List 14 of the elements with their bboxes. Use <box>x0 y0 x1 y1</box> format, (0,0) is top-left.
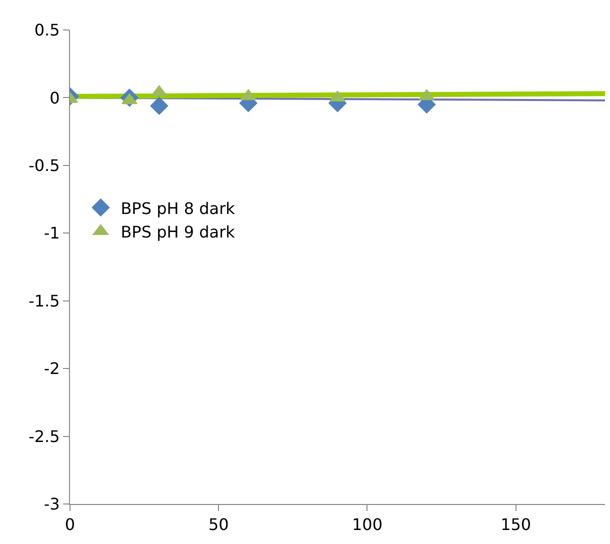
legend-label: BPS pH 9 dark <box>120 222 236 242</box>
y-tick-label: 0.5 <box>34 20 60 40</box>
y-tick-label: -2 <box>44 359 60 378</box>
x-tick-label: 50 <box>208 515 229 534</box>
y-tick-label: -1.5 <box>28 291 60 310</box>
y-tick-label: -0.5 <box>28 156 60 176</box>
legend-label: BPS pH 8 dark <box>120 198 236 218</box>
y-tick-label: -2.5 <box>28 426 60 446</box>
x-tick-label: 100 <box>352 515 382 534</box>
y-tick-label: -1 <box>44 224 60 243</box>
y-tick-label: 0 <box>50 88 60 108</box>
x-tick-label: 150 <box>500 515 532 534</box>
x-tick-label: 0 <box>64 515 76 534</box>
y-tick-label: -3 <box>44 494 60 514</box>
